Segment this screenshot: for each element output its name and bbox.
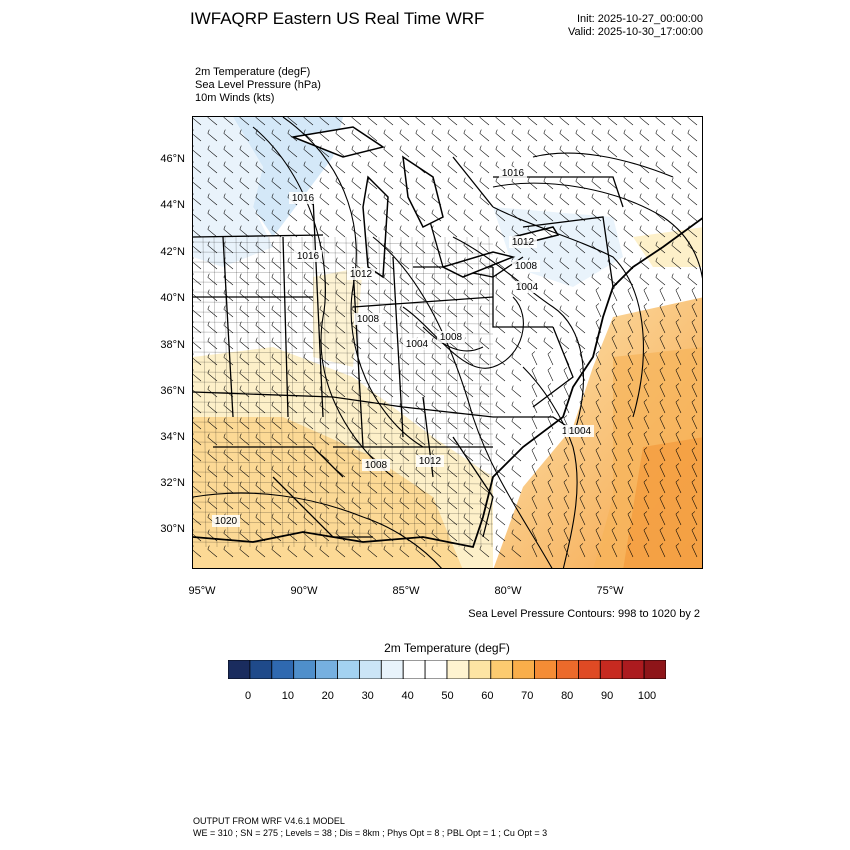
- colorbar-swatch: [490, 660, 514, 679]
- svg-text:1008: 1008: [357, 314, 380, 325]
- svg-text:1012: 1012: [350, 269, 373, 280]
- colorbar-label: 40: [401, 690, 414, 702]
- svg-text:1020: 1020: [215, 516, 238, 527]
- svg-text:1008: 1008: [365, 460, 388, 471]
- pressure-label: 1008: [512, 260, 540, 272]
- colorbar-label: 80: [561, 690, 574, 702]
- weather-map: 1016 1016 1016 1012 1012 1008 1004 1008 1004 1008…: [193, 117, 702, 568]
- pressure-label: 1004: [513, 281, 541, 293]
- pressure-label: 1008: [354, 313, 382, 325]
- svg-text:1008: 1008: [515, 261, 538, 272]
- colorbar-swatch: [643, 660, 666, 679]
- pressure-label: 1016: [499, 167, 527, 179]
- svg-text:1008: 1008: [440, 332, 463, 343]
- colorbar-label: 50: [441, 690, 454, 702]
- valid-time: Valid: 2025-10-30_17:00:00: [568, 26, 703, 38]
- pressure-label: 1004: [566, 425, 594, 437]
- wind-barbs: [193, 117, 698, 558]
- pressure-contours: [193, 117, 702, 568]
- pressure-label: 1012: [416, 455, 444, 467]
- colorbar-label: 20: [321, 690, 334, 702]
- lon-label: 80°W: [494, 585, 522, 597]
- colorbar-label: 90: [600, 690, 614, 702]
- colorbar-label: 30: [361, 690, 374, 702]
- lat-label: 30°N: [160, 523, 185, 535]
- svg-text:1016: 1016: [292, 193, 315, 204]
- colorbar-swatch: [293, 660, 316, 679]
- colorbar-swatch: [358, 660, 382, 679]
- colorbar-swatch: [402, 660, 426, 679]
- colorbar-label: 100: [637, 690, 657, 702]
- field-label-winds: 10m Winds (kts): [195, 92, 275, 104]
- colorbar-swatch: [271, 660, 295, 679]
- lon-label: 90°W: [290, 585, 318, 597]
- colorbar-swatch: [315, 660, 338, 679]
- colorbar-swatch: [468, 660, 492, 679]
- init-time: Init: 2025-10-27_00:00:00: [577, 13, 703, 25]
- colorbar-swatch: [380, 660, 404, 679]
- colorbar-swatch: [534, 660, 557, 679]
- colorbar-swatch: [249, 660, 273, 679]
- pressure-label: 1004: [403, 338, 431, 350]
- pressure-label: 1008: [362, 459, 390, 471]
- colorbar-swatch: [424, 660, 448, 679]
- svg-text:1004: 1004: [406, 339, 429, 350]
- colorbar-swatch: [337, 660, 360, 679]
- pressure-label: 1020: [212, 515, 240, 527]
- plot-title: IWFAQRP Eastern US Real Time WRF: [190, 9, 485, 28]
- svg-text:1004: 1004: [569, 426, 592, 437]
- colorbar-swatch: [577, 660, 601, 679]
- pressure-labels: 1016 1016 1016 1012 1012 1008 1004 1008 1004 1008…: [212, 167, 594, 527]
- pressure-label: 1012: [509, 236, 537, 248]
- svg-text:1004: 1004: [516, 282, 539, 293]
- lat-label: 36°N: [160, 385, 185, 397]
- pressure-label: 1012: [347, 268, 375, 280]
- contour-note: Sea Level Pressure Contours: 998 to 1020…: [468, 608, 700, 620]
- pressure-label: 1016: [289, 192, 317, 204]
- colorbar-swatch: [446, 660, 470, 679]
- field-label-temperature: 2m Temperature (degF): [195, 66, 311, 78]
- temperature-colorbar: [228, 660, 666, 679]
- lat-label: 34°N: [160, 431, 185, 443]
- svg-text:1012: 1012: [419, 456, 442, 467]
- lon-label: 75°W: [596, 585, 624, 597]
- svg-text:1016: 1016: [502, 168, 525, 179]
- pressure-label: 1008: [437, 331, 465, 343]
- model-info: OUTPUT FROM WRF V4.6.1 MODEL: [193, 816, 345, 826]
- lat-label: 42°N: [160, 246, 185, 258]
- svg-text:1012: 1012: [512, 237, 535, 248]
- lon-label: 85°W: [392, 585, 420, 597]
- lat-label: 44°N: [160, 199, 185, 211]
- lat-label: 40°N: [160, 292, 185, 304]
- colorbar-label: 60: [481, 690, 494, 702]
- field-label-pressure: Sea Level Pressure (hPa): [195, 79, 321, 91]
- lon-label: 95°W: [188, 585, 216, 597]
- colorbar-label: 10: [281, 690, 295, 702]
- lat-label: 32°N: [160, 477, 185, 489]
- colorbar-swatch: [228, 660, 251, 679]
- temperature-fill: [193, 117, 702, 568]
- colorbar-swatch: [512, 660, 536, 679]
- lat-label: 46°N: [160, 153, 185, 165]
- colorbar-swatch: [556, 660, 579, 679]
- colorbar-swatch: [599, 660, 623, 679]
- colorbar-swatch: [621, 660, 645, 679]
- lat-label: 38°N: [160, 339, 185, 351]
- map-panel: 1016 1016 1016 1012 1012 1008 1004 1008 1004 1008…: [192, 116, 703, 569]
- colorbar-label: 70: [521, 690, 534, 702]
- colorbar-title: 2m Temperature (degF): [384, 641, 510, 655]
- model-options: WE = 310 ; SN = 275 ; Levels = 38 ; Dis …: [193, 828, 548, 838]
- pressure-label: 1016: [294, 250, 322, 262]
- colorbar-label: 0: [244, 690, 252, 702]
- svg-text:1016: 1016: [297, 251, 320, 262]
